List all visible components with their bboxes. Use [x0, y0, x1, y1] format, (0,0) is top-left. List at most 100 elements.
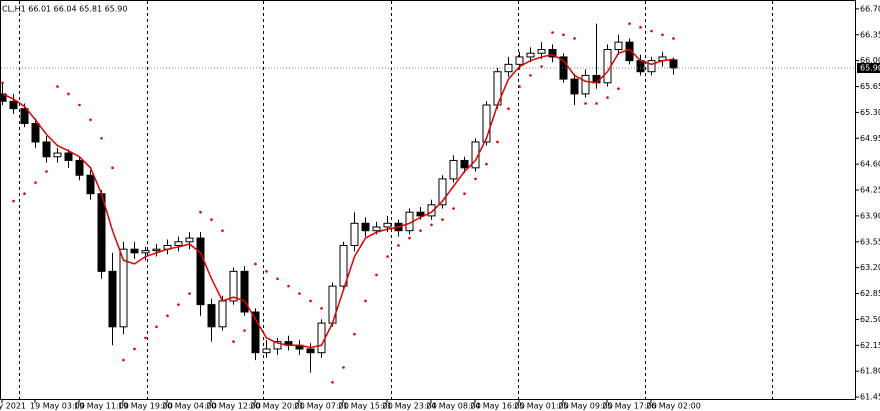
sar-dot: [232, 340, 235, 343]
candle-body: [31, 122, 40, 143]
sar-dot: [430, 223, 433, 227]
y-tick-label: 62.50: [860, 315, 880, 324]
sar-dot: [463, 192, 466, 196]
candle-body: [614, 41, 623, 51]
sar-dot: [672, 37, 675, 40]
candle-body: [383, 222, 392, 228]
sar-dot: [386, 255, 389, 258]
sar-dot: [474, 177, 477, 181]
ma-line: [2, 48, 674, 349]
candle-body: [339, 244, 348, 287]
candle-body: [196, 237, 205, 306]
sar-dot: [540, 65, 543, 68]
y-tick-label: 65.65: [860, 82, 880, 91]
sar-dot: [661, 33, 664, 37]
x-tick-label: 20 May 04:00: [162, 402, 217, 411]
sar-dot: [419, 229, 422, 232]
candle-body: [119, 248, 128, 328]
candle-body: [42, 141, 51, 158]
candle-body: [427, 204, 436, 217]
candle-body: [273, 341, 282, 350]
x-tick-label: 26 May 02:00: [646, 402, 701, 411]
x-tick-label: 19 May 03:00: [30, 402, 85, 411]
candle-body: [86, 174, 95, 195]
y-tick-label: 66.00: [860, 56, 880, 65]
y-tick-label: 64.60: [860, 160, 880, 169]
sar-dot: [100, 136, 103, 140]
y-tick-label: 61.80: [860, 367, 880, 376]
candle-body: [482, 104, 491, 143]
sar-dot: [78, 103, 81, 107]
sar-dot: [529, 74, 532, 77]
candle-body: [64, 152, 73, 161]
candle-body: [581, 74, 590, 95]
sar-dot: [166, 314, 169, 318]
sar-dot: [639, 26, 642, 29]
sar-dot: [155, 325, 158, 329]
candle-body: [537, 49, 546, 54]
candle-body: [75, 159, 84, 176]
sar-dot: [254, 262, 257, 266]
candle-body: [636, 60, 645, 73]
sar-dot: [606, 96, 609, 99]
sar-dot: [177, 303, 180, 306]
candle-body: [350, 222, 359, 246]
sar-dot: [309, 299, 312, 303]
sar-dot: [331, 380, 334, 384]
sar-dot: [111, 166, 114, 170]
y-tick-label: 66.70: [860, 4, 880, 13]
candle-body: [669, 59, 678, 69]
sar-dot: [441, 218, 444, 221]
candle-body: [152, 248, 161, 252]
sar-dot: [595, 102, 598, 105]
candle-body: [97, 193, 106, 272]
sar-dot: [221, 229, 224, 232]
x-tick-label: 25 May 01:00: [514, 402, 569, 411]
sar-dot: [56, 85, 59, 88]
sar-dot: [408, 236, 411, 240]
x-tick-label: 21 May 07:00: [294, 402, 349, 411]
sar-dot: [364, 299, 367, 303]
y-tick-label: 65.30: [860, 108, 880, 117]
x-tick-label: 21 May 15:00: [338, 402, 393, 411]
sar-dot: [375, 273, 378, 277]
candle-body: [372, 226, 381, 232]
chart-title: CL,H1 66.01 66.04 65.81 65.90: [2, 5, 127, 14]
candle-body: [526, 52, 535, 58]
x-tick-label: 24 May 16:00: [470, 402, 525, 411]
bid-label: 65.90: [860, 64, 880, 73]
bid-box: [857, 63, 880, 74]
candle-body: [229, 270, 238, 302]
y-tick-label: 62.85: [860, 289, 880, 298]
candle-body: [592, 74, 601, 84]
candle-body: [416, 211, 425, 217]
sar-dot: [287, 284, 290, 288]
candle-body: [20, 108, 29, 124]
candle-body: [141, 250, 150, 254]
sar-dot: [518, 85, 521, 88]
sar-dot: [562, 33, 565, 37]
x-tick-label: 19 May 11:00: [74, 402, 129, 411]
sar-dot: [243, 329, 246, 332]
sar-dot: [628, 22, 631, 25]
candle-body: [251, 311, 260, 354]
candle-body: [647, 60, 656, 73]
x-tick-label: 18 May 2021: [0, 402, 26, 411]
sar-dot: [144, 336, 147, 340]
x-tick-label: 20 May 20:00: [250, 402, 305, 411]
sar-dot: [496, 140, 499, 144]
candle-body: [240, 270, 249, 313]
sar-dot: [34, 181, 37, 184]
sar-dot: [45, 170, 48, 173]
candle-body: [9, 100, 18, 110]
candle-body: [317, 322, 326, 354]
sar-dot: [320, 307, 323, 310]
x-tick-label: 21 May 23:00: [382, 402, 437, 411]
y-tick-label: 64.95: [860, 134, 880, 143]
candle-body: [53, 152, 62, 158]
sar-dot: [452, 207, 455, 210]
candle-body: [218, 300, 227, 328]
candle-body: [570, 78, 579, 95]
candle-body: [361, 222, 370, 232]
x-tick-label: 20 May 12:00: [206, 402, 261, 411]
